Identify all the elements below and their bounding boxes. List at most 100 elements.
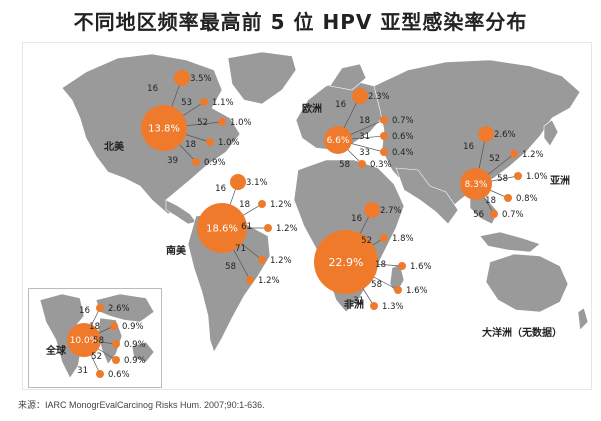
land-arabia-india <box>395 167 459 225</box>
subtype-rate: 1.6% <box>406 286 428 296</box>
subtype-rate: 1.2% <box>276 224 298 234</box>
subtype-bubble <box>478 126 494 142</box>
subtype-rate: 1.0% <box>218 138 240 148</box>
subtype-rate: 0.4% <box>392 148 414 158</box>
land-greenland <box>227 51 297 105</box>
main-bubble <box>67 323 101 357</box>
subtype-label: 18 <box>485 196 496 206</box>
subtype-bubble <box>96 370 104 378</box>
subtype-bubble <box>358 160 366 168</box>
subtype-bubble <box>514 172 522 180</box>
subtype-bubble <box>258 200 266 208</box>
subtype-rate: 2.7% <box>380 206 402 216</box>
region-name: 亚洲 <box>550 175 570 187</box>
subtype-bubble <box>192 158 200 166</box>
subtype-rate: 0.9% <box>204 158 226 168</box>
inset-land-eurasia <box>95 293 155 323</box>
subtype-rate: 1.2% <box>522 150 544 160</box>
subtype-rate: 0.6% <box>108 370 130 380</box>
subtype-rate: 1.0% <box>526 172 548 182</box>
main-bubble-label: 10.0% <box>70 336 99 346</box>
subtype-label: 58 <box>93 336 104 346</box>
subtype-rate: 0.8% <box>516 194 538 204</box>
subtype-bubble <box>112 340 120 348</box>
subtype-rate: 2.3% <box>368 92 390 102</box>
subtype-label: 52 <box>489 154 500 164</box>
subtype-rate: 1.6% <box>410 262 432 272</box>
subtype-rate: 0.6% <box>392 132 414 142</box>
subtype-rate: 1.1% <box>212 98 234 108</box>
region-2: 8.3% 亚洲 16 2.6% 52 1.2% 58 1.0% 18 0.8% 56 0.7% <box>460 126 570 220</box>
subtype-label: 16 <box>351 214 362 224</box>
subtype-label: 18 <box>375 260 386 270</box>
subtype-label: 18 <box>89 322 100 332</box>
subtype-bubble <box>504 194 512 202</box>
subtype-bubble <box>200 98 208 106</box>
subtype-bubble <box>380 148 388 156</box>
land-australia <box>485 253 569 313</box>
subtype-bubble <box>230 174 246 190</box>
region-name: 北美 <box>104 140 125 153</box>
subtype-label: 58 <box>339 160 350 170</box>
region-name: 非洲 <box>344 298 364 311</box>
subtype-bubble <box>398 262 406 270</box>
source-citation: 来源：IARC MonogrEvalCarcinog Risks Hum. 20… <box>18 400 265 410</box>
subtype-label: 31 <box>353 296 364 306</box>
subtype-bubble <box>370 302 378 310</box>
land-central-america <box>165 199 197 225</box>
region-name: 欧洲 <box>302 102 322 115</box>
subtype-bubble <box>206 138 214 146</box>
subtype-label: 58 <box>225 262 236 272</box>
region-1: 6.6% 欧洲 16 2.3% 18 0.7% 31 0.6% 33 0.4% 58 0.3% <box>302 88 414 170</box>
land-asia <box>373 59 581 213</box>
page-title: 不同地区频率最高前 5 位 HPV 亚型感染率分布 <box>73 10 528 34</box>
inset-bubble-layer: 10.0%全球 16 2.6% 18 0.9% 58 0.9% 52 0.9% 31 0.6% <box>45 304 146 380</box>
subtype-label: 39 <box>167 156 178 166</box>
subtype-bubble <box>510 150 518 158</box>
inset-land-australia <box>131 341 155 363</box>
subtype-bubble <box>394 286 402 294</box>
region-name: 南美 <box>166 244 187 257</box>
subtype-label: 31 <box>359 132 370 142</box>
subtype-rate: 0.9% <box>124 356 146 366</box>
subtype-label: 18 <box>239 200 250 210</box>
subtype-label: 58 <box>497 174 508 184</box>
bubble-layer: 13.8% 北美 16 3.5% 53 1.1% 52 1.0% 18 1.0% 39 0.9% 6.6… <box>104 70 570 339</box>
region-name: 全球 <box>45 344 67 357</box>
main-bubble-label: 6.6% <box>327 136 350 146</box>
land-southeast-asia <box>469 195 499 225</box>
subtype-label: 18 <box>359 116 370 126</box>
subtype-bubble <box>264 224 272 232</box>
subtype-bubble <box>246 276 254 284</box>
subtype-bubble <box>380 234 388 242</box>
subtype-rate: 1.8% <box>392 234 414 244</box>
subtype-bubble <box>352 88 368 104</box>
subtype-label: 31 <box>77 366 88 376</box>
land-indonesia <box>479 231 541 253</box>
subtype-bubble <box>110 322 118 330</box>
subtype-label: 16 <box>79 306 90 316</box>
land-japan <box>543 119 559 147</box>
main-bubble-label: 13.8% <box>148 124 180 135</box>
subtype-rate: 3.1% <box>246 178 268 188</box>
subtype-label: 16 <box>215 184 226 194</box>
subtype-bubble <box>490 210 498 218</box>
subtype-rate: 1.2% <box>258 276 280 286</box>
subtype-bubble <box>380 116 388 124</box>
region-5: 10.0%全球 16 2.6% 18 0.9% 58 0.9% 52 0.9% 31 0.6% <box>45 304 146 380</box>
subtype-rate: 0.9% <box>124 340 146 350</box>
main-bubble <box>197 203 247 253</box>
subtype-label: 71 <box>235 244 246 254</box>
region-3: 18.6% 南美 16 3.1% 18 1.2% 61 1.2% 71 1.2% 58 1.2% <box>166 174 298 286</box>
main-bubble-label: 22.9% <box>329 256 364 269</box>
subtype-bubble <box>258 256 266 264</box>
subtype-label: 16 <box>147 84 158 94</box>
main-bubble-label: 18.6% <box>206 224 238 235</box>
subtype-label: 53 <box>181 98 192 108</box>
subtype-rate: 1.2% <box>270 200 292 210</box>
subtype-label: 16 <box>335 100 346 110</box>
subtype-rate: 3.5% <box>190 74 212 84</box>
subtype-bubble <box>112 356 120 364</box>
subtype-label: 52 <box>197 118 208 128</box>
